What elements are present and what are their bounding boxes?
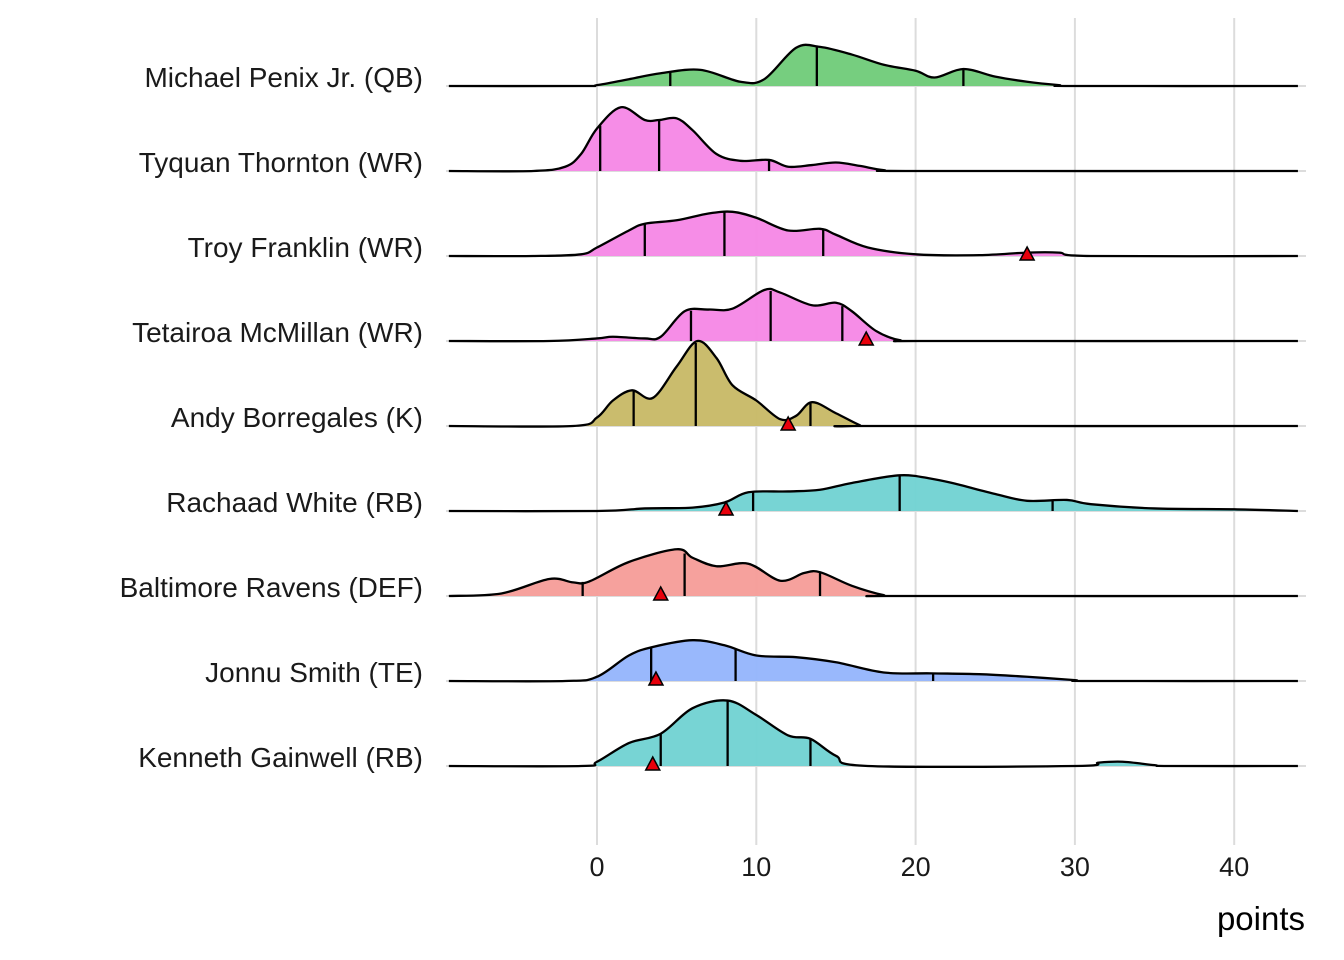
y-axis-label: Andy Borregales (K) [171,402,423,433]
y-axis-label: Rachaad White (RB) [166,487,423,518]
x-tick-label: 20 [901,852,931,882]
ridge-2 [448,106,1298,173]
density-area [448,700,1298,767]
y-axis-label: Tetairoa McMillan (WR) [132,317,423,348]
y-axis-label: Troy Franklin (WR) [188,232,423,263]
ridge-4 [448,287,1298,346]
density-area [448,288,1298,342]
projection-marker [717,500,735,516]
ridge-5 [448,339,1298,431]
x-tick-label: 30 [1060,852,1090,882]
density-outline [448,699,1298,769]
projection-marker [652,585,669,601]
ridge-6 [448,474,1298,516]
density-outline [448,474,1298,513]
y-axis-label: Kenneth Gainwell (RB) [138,742,423,773]
y-axis-label: Tyquan Thornton (WR) [139,147,423,178]
density-area [448,475,1298,512]
density-outline [448,210,1298,258]
ridge-9 [448,699,1298,771]
ridge-1 [448,43,1298,88]
projection-marker [647,670,665,686]
projection-marker [644,755,662,771]
projection-marker [857,330,875,346]
projection-marker [779,415,797,431]
density-outline [448,339,1298,428]
grid [446,18,1306,845]
ridge-8 [448,639,1298,686]
density-outline [448,548,1298,598]
projection-marker [1018,245,1036,261]
ridges [448,43,1298,771]
density-area [448,44,1298,87]
density-outline [448,287,1298,343]
density-area [448,549,1298,597]
y-axis-label: Michael Penix Jr. (QB) [144,62,423,93]
x-tick-label: 0 [589,852,604,882]
x-tick-label: 40 [1219,852,1249,882]
y-axis-label: Baltimore Ravens (DEF) [120,572,423,603]
density-area [448,340,1298,427]
density-outline [448,639,1298,683]
density-outline [448,43,1298,88]
ridge-7 [448,548,1298,601]
x-axis-ticks: 0 10 20 30 40 [589,852,1249,882]
density-area [448,640,1298,682]
density-area [448,107,1298,172]
x-axis-title: points [1217,900,1305,937]
x-tick-label: 10 [741,852,771,882]
y-axis-label: Jonnu Smith (TE) [205,657,423,688]
y-axis-labels: Michael Penix Jr. (QB) Tyquan Thornton (W… [120,62,423,773]
density-outline [448,106,1298,173]
ridge-3 [448,210,1298,261]
